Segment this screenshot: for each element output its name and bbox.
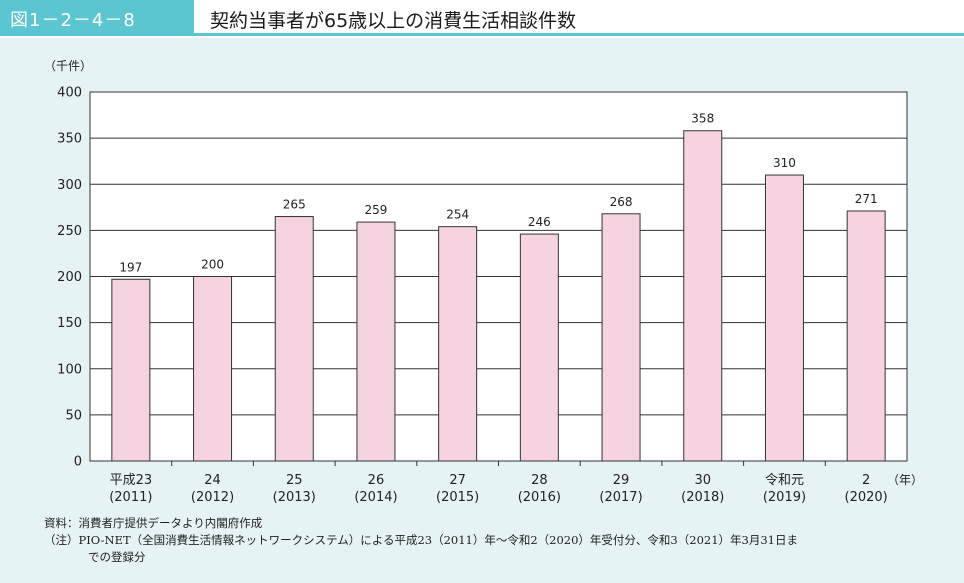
- bar: [193, 276, 233, 462]
- y-tick-label: 200: [57, 270, 82, 285]
- x-tick-label: 28: [531, 473, 548, 488]
- footnote-continued: での登録分: [88, 550, 146, 564]
- x-tick-label: 令和元: [765, 473, 804, 488]
- x-tick-year-label: (2015): [436, 490, 479, 505]
- y-tick-label: 250: [57, 224, 82, 239]
- bar-value-label: 265: [283, 198, 306, 212]
- x-tick-label: 27: [449, 473, 466, 488]
- bar-value-label: 197: [119, 260, 142, 274]
- bar-value-label: 268: [610, 195, 633, 209]
- bar: [519, 233, 559, 462]
- bar: [764, 174, 804, 462]
- x-tick-year-label: (2018): [681, 490, 724, 505]
- header-rule: [194, 33, 964, 36]
- y-tick-label: 100: [57, 362, 82, 377]
- x-tick-year-label: (2011): [109, 490, 152, 505]
- x-tick-label: 30: [694, 473, 711, 488]
- y-tick-label: 50: [65, 408, 82, 423]
- figure-header: 図1－2－4－8 契約当事者が65歳以上の消費生活相談件数: [0, 0, 964, 36]
- x-tick-year-label: (2019): [763, 490, 806, 505]
- figure-title: 契約当事者が65歳以上の消費生活相談件数: [210, 10, 577, 32]
- bar: [111, 278, 151, 462]
- bar-chart: 0 50 100 150 200 250 300 350 400 （千件） 197 平成23 (2011…: [44, 59, 923, 505]
- x-tick-year-label: (2014): [354, 490, 397, 505]
- y-axis-unit: （千件）: [44, 59, 92, 73]
- bar-value-label: 259: [364, 203, 387, 217]
- x-axis-unit: （年）: [887, 473, 923, 487]
- bar: [438, 226, 478, 462]
- bar-value-label: 254: [446, 208, 469, 222]
- x-tick-year-label: (2012): [191, 490, 234, 505]
- y-tick-label: 150: [57, 316, 82, 331]
- figure-number-box: [0, 0, 194, 36]
- source-note: 資料：消費者庁提供データより内閣府作成: [44, 516, 263, 530]
- x-tick-year-label: (2017): [599, 490, 642, 505]
- y-tick-label: 0: [74, 455, 82, 470]
- bar-value-label: 358: [691, 112, 714, 126]
- bar-value-label: 200: [201, 258, 224, 272]
- x-tick-year-label: (2013): [273, 490, 316, 505]
- x-tick-label: 25: [286, 473, 303, 488]
- figure-number: 図1－2－4－8: [10, 10, 136, 31]
- y-tick-label: 350: [57, 132, 82, 147]
- y-tick-label: 300: [57, 178, 82, 193]
- x-tick-year-label: (2016): [518, 490, 561, 505]
- footnote: （注）PIO-NET（全国消費生活情報ネットワークシステム）による平成23（20…: [44, 533, 798, 547]
- x-tick-label: 26: [368, 473, 385, 488]
- bar: [846, 210, 886, 462]
- x-tick-label: 29: [613, 473, 630, 488]
- x-tick-label: 2: [862, 473, 870, 488]
- y-tick-label: 400: [57, 86, 82, 101]
- x-tick-label: 平成23: [110, 473, 153, 488]
- bar: [601, 213, 641, 462]
- bar-value-label: 271: [855, 192, 878, 206]
- bar: [683, 130, 723, 462]
- bar: [356, 221, 396, 462]
- x-tick-year-label: (2020): [845, 490, 888, 505]
- chart-notes: 資料：消費者庁提供データより内閣府作成 （注）PIO-NET（全国消費生活情報ネ…: [44, 515, 798, 566]
- bar: [274, 216, 314, 462]
- x-tick-label: 24: [204, 473, 221, 488]
- bar-value-label: 246: [528, 215, 551, 229]
- bar-value-label: 310: [773, 156, 796, 170]
